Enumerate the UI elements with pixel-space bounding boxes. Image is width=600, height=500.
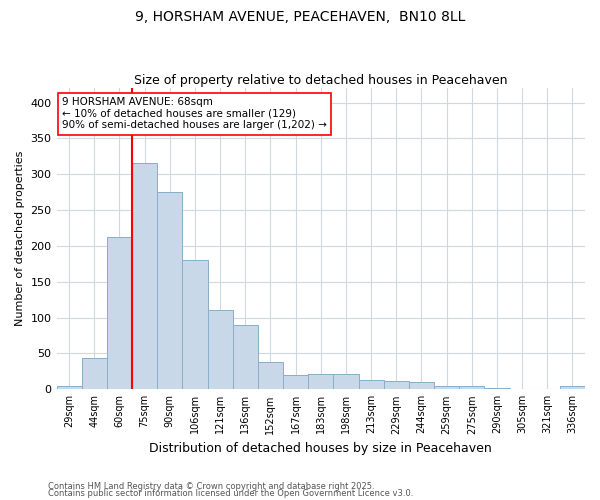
Bar	[208, 310, 233, 390]
Bar	[484, 388, 509, 390]
Text: Contains public sector information licensed under the Open Government Licence v3: Contains public sector information licen…	[48, 490, 413, 498]
Title: Size of property relative to detached houses in Peacehaven: Size of property relative to detached ho…	[134, 74, 508, 87]
Bar	[233, 325, 258, 390]
Bar	[459, 386, 484, 390]
Text: Contains HM Land Registry data © Crown copyright and database right 2025.: Contains HM Land Registry data © Crown c…	[48, 482, 374, 491]
Text: 9, HORSHAM AVENUE, PEACEHAVEN,  BN10 8LL: 9, HORSHAM AVENUE, PEACEHAVEN, BN10 8LL	[135, 10, 465, 24]
Bar	[334, 374, 359, 390]
Bar	[434, 386, 459, 390]
Bar	[383, 380, 409, 390]
Bar	[182, 260, 208, 390]
Bar	[157, 192, 182, 390]
Bar	[107, 238, 132, 390]
Bar	[359, 380, 383, 390]
X-axis label: Distribution of detached houses by size in Peacehaven: Distribution of detached houses by size …	[149, 442, 492, 455]
Bar	[560, 386, 585, 390]
Bar	[258, 362, 283, 390]
Bar	[82, 358, 107, 390]
Bar	[283, 375, 308, 390]
Text: 9 HORSHAM AVENUE: 68sqm
← 10% of detached houses are smaller (129)
90% of semi-d: 9 HORSHAM AVENUE: 68sqm ← 10% of detache…	[62, 97, 327, 130]
Bar	[56, 386, 82, 390]
Bar	[308, 374, 334, 390]
Bar	[132, 164, 157, 390]
Y-axis label: Number of detached properties: Number of detached properties	[15, 151, 25, 326]
Bar	[409, 382, 434, 390]
